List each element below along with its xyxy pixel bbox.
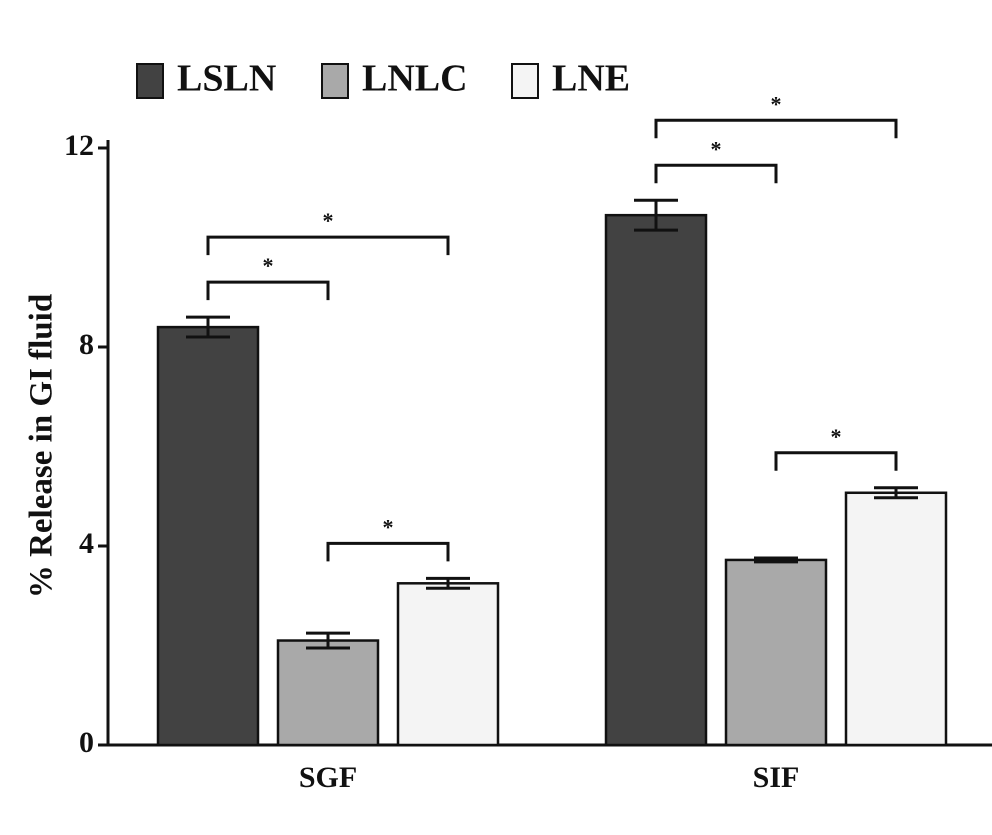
bar <box>156 325 260 747</box>
significance-bracket <box>654 163 778 184</box>
bar <box>844 491 948 747</box>
significance-label: * <box>831 424 842 449</box>
significance-label: * <box>323 208 334 233</box>
significance-label: * <box>771 91 782 116</box>
legend-swatch <box>136 63 164 99</box>
y-axis-label: % Release in GI fluid <box>24 294 60 598</box>
y-tick-label: 8 <box>79 328 94 361</box>
legend-swatch <box>511 63 539 99</box>
legend-label: LSLN <box>177 58 276 100</box>
significance-label: * <box>263 253 274 278</box>
error-bar <box>186 315 230 339</box>
error-bar <box>426 576 470 590</box>
legend-label: LNE <box>552 58 630 100</box>
significance-bracket <box>326 541 450 562</box>
legend-label: LNLC <box>362 58 468 100</box>
bar <box>604 213 708 747</box>
error-bar <box>754 556 798 564</box>
x-tick-label: SGF <box>299 761 357 794</box>
bar <box>276 639 380 747</box>
x-tick-label: SIF <box>753 761 800 794</box>
error-bar <box>634 198 678 232</box>
error-bar <box>874 486 918 500</box>
y-tick-label: 12 <box>64 129 94 162</box>
bar <box>396 582 500 747</box>
significance-bracket <box>774 451 898 471</box>
significance-bracket <box>206 280 330 301</box>
significance-bracket <box>654 118 898 139</box>
y-tick-label: 4 <box>79 527 94 560</box>
bar <box>724 558 828 747</box>
significance-label: * <box>383 514 394 539</box>
significance-bracket <box>206 235 450 256</box>
significance-label: * <box>711 136 722 161</box>
error-bar <box>306 631 350 650</box>
legend-swatch <box>321 63 349 99</box>
y-tick-label: 0 <box>79 726 94 759</box>
